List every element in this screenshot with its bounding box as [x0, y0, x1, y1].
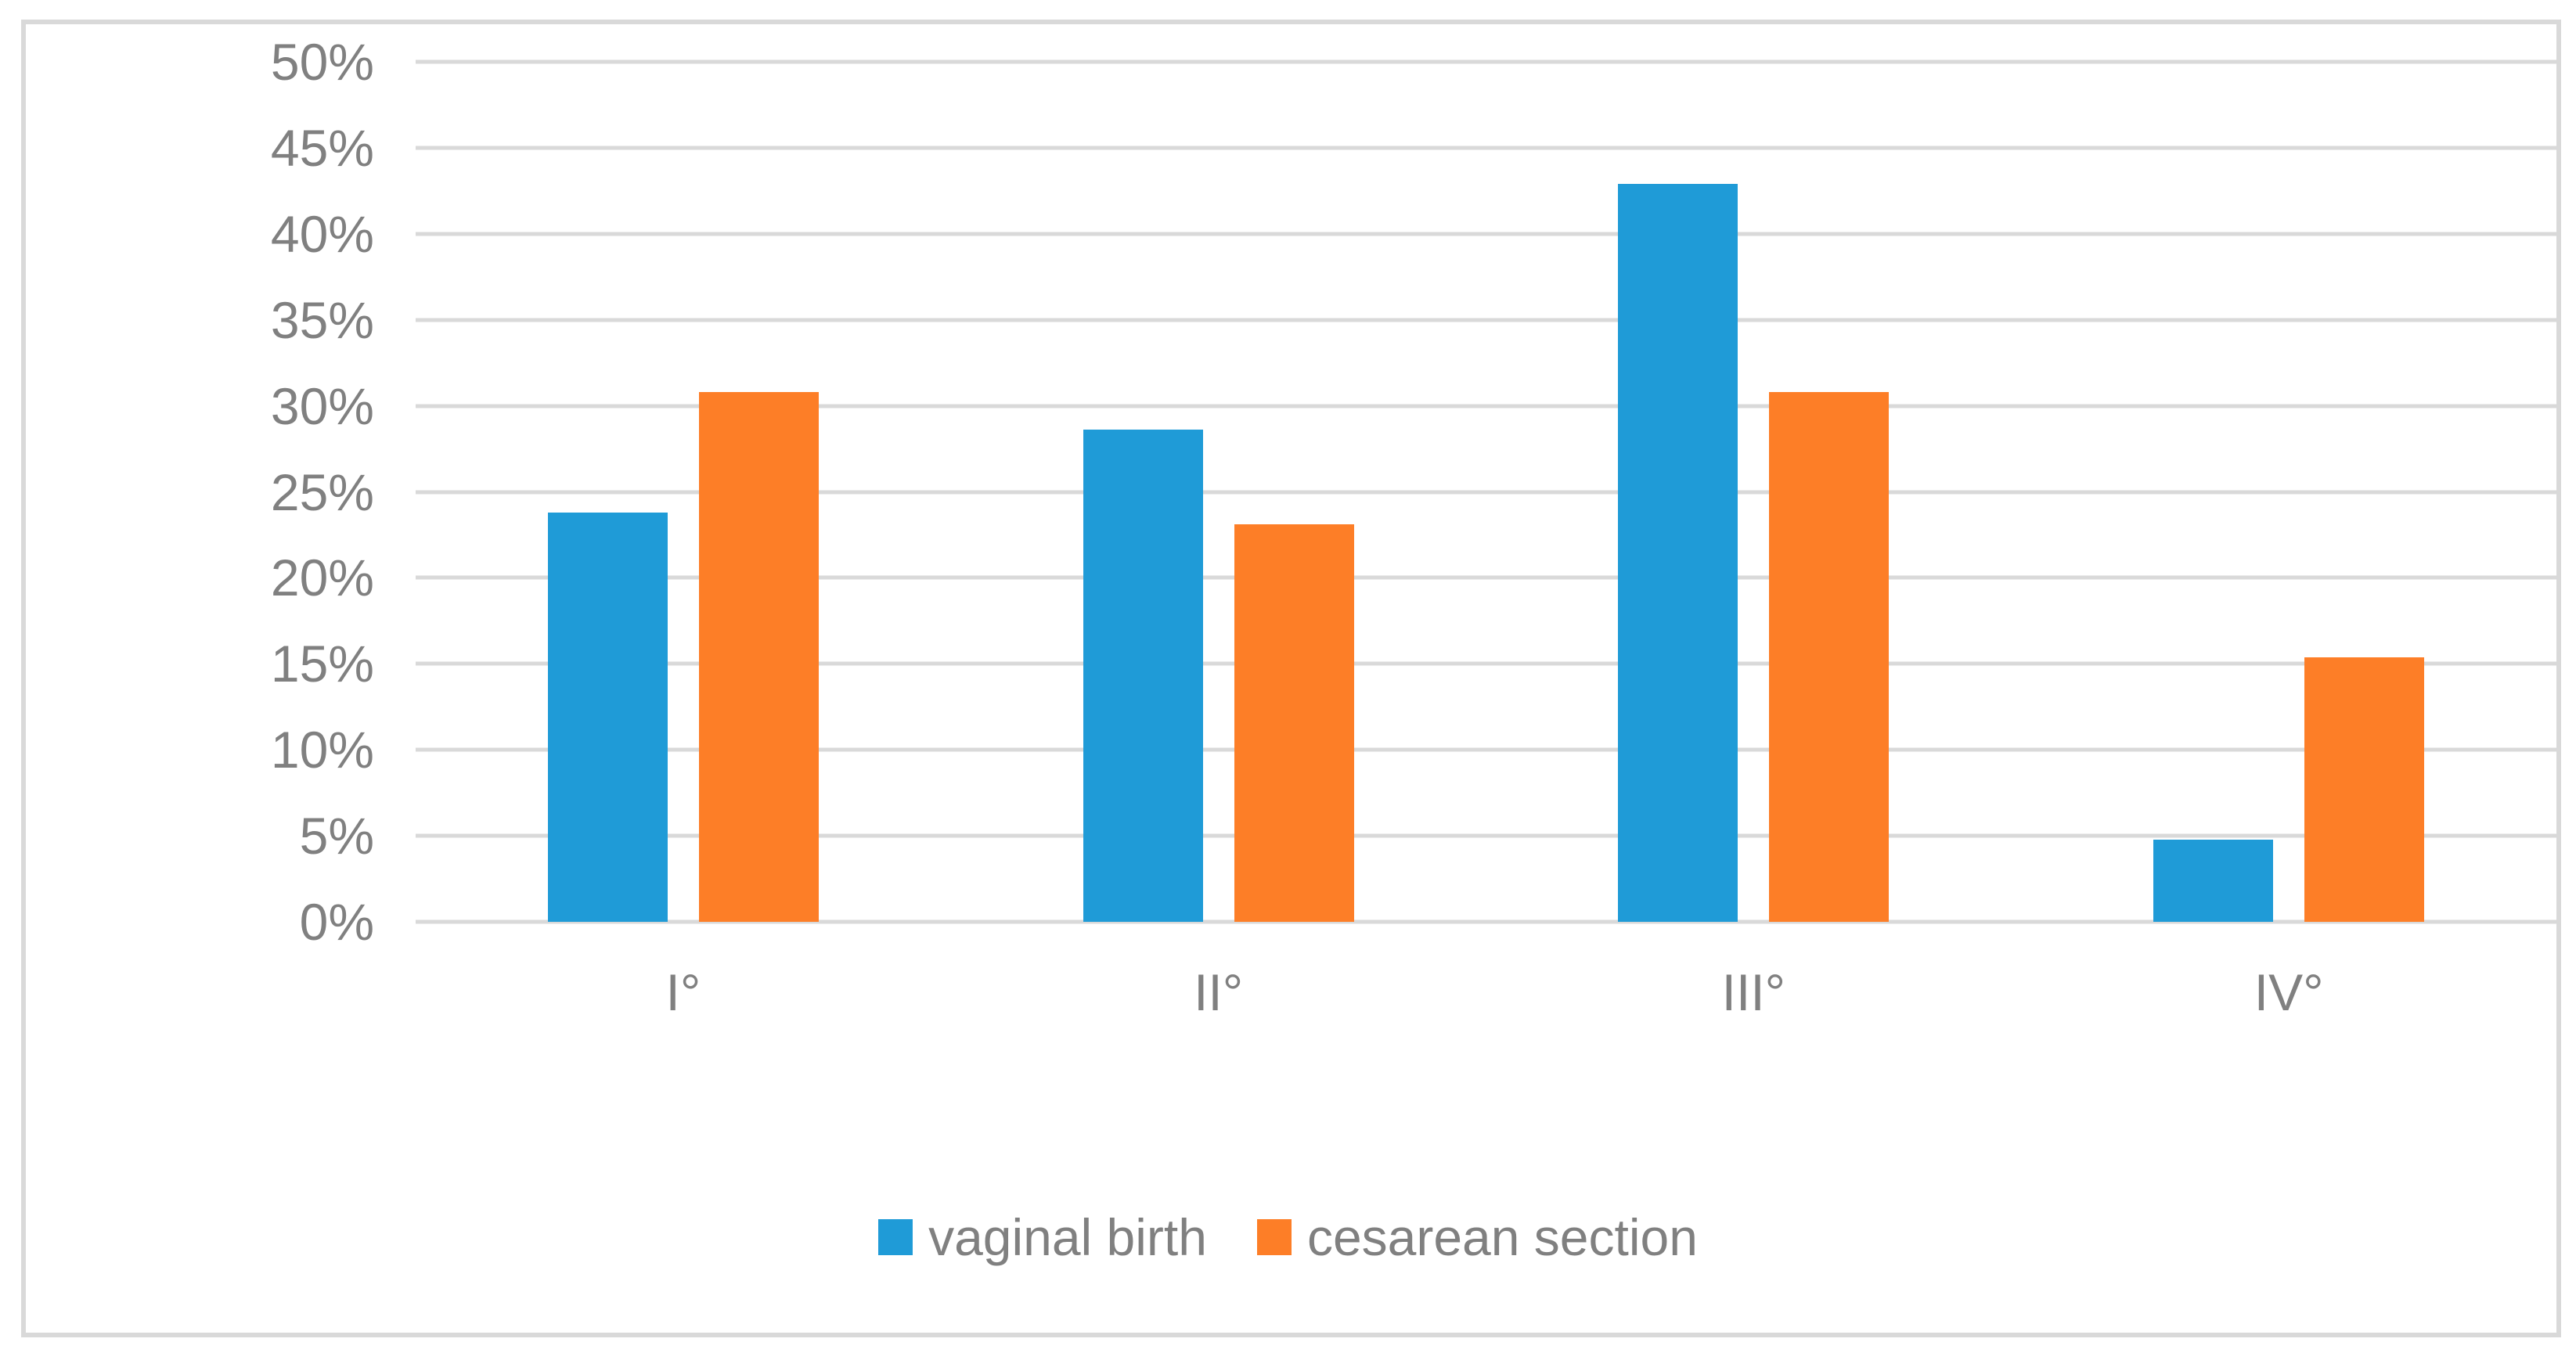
y-axis-tick-label: 30%	[270, 376, 374, 435]
gridline	[416, 661, 2556, 666]
legend-label: vaginal birth	[928, 1208, 1207, 1266]
bar-group-i	[416, 62, 951, 922]
legend-label: cesarean section	[1306, 1208, 1698, 1266]
y-axis-tick-label: 25%	[270, 462, 374, 521]
plot-area	[416, 59, 2556, 924]
category-label: III°	[1721, 963, 1786, 1021]
gridline	[416, 490, 2556, 494]
y-axis-tick-label: 45%	[270, 118, 374, 177]
legend-swatch-cesarean-section	[1256, 1219, 1292, 1255]
bar-cesarean-section	[1234, 524, 1354, 922]
bar-vaginal-birth	[1083, 430, 1203, 922]
bar-cesarean-section	[1769, 392, 1890, 922]
gridline	[416, 318, 2556, 322]
gridline	[416, 919, 2556, 924]
bar-cesarean-section	[698, 392, 819, 922]
y-axis-tick-label: 10%	[270, 721, 374, 779]
category-label: IV°	[2254, 963, 2324, 1021]
gridline	[416, 575, 2556, 580]
bar-vaginal-birth	[2153, 839, 2274, 922]
legend: vaginal birth cesarean section	[0, 1207, 2576, 1267]
category-label: I°	[665, 963, 701, 1021]
gridline	[416, 146, 2556, 150]
y-axis-tick-label: 40%	[270, 204, 374, 263]
gridline	[416, 833, 2556, 838]
y-axis-tick-label: 35%	[270, 290, 374, 349]
bar-group-iv	[2021, 62, 2556, 922]
bar-group-ii	[951, 62, 1486, 922]
y-axis-tick-label: 5%	[299, 807, 374, 865]
gridline	[416, 404, 2556, 408]
y-axis: 50% 45% 40% 35% 30% 25% 20% 15% 10% 5% 0%	[0, 36, 374, 948]
bar-group-iii	[1486, 62, 2022, 922]
y-axis-tick-label: 20%	[270, 549, 374, 607]
category-label: II°	[1194, 963, 1244, 1021]
legend-swatch-vaginal-birth	[878, 1219, 913, 1255]
gridline	[416, 232, 2556, 236]
bar-cesarean-section	[2304, 657, 2425, 922]
legend-item-cesarean-section: cesarean section	[1256, 1207, 1698, 1267]
bar-vaginal-birth	[547, 512, 668, 922]
y-axis-tick-label: 0%	[299, 893, 374, 951]
chart-border-frame	[21, 20, 2561, 1337]
bar-groups	[416, 62, 2556, 922]
x-axis: I° II° III° IV°	[416, 957, 2556, 1027]
y-axis-tick-label: 50%	[270, 33, 374, 91]
legend-item-vaginal-birth: vaginal birth	[878, 1207, 1207, 1267]
y-axis-tick-label: 15%	[270, 635, 374, 693]
gridline	[416, 59, 2556, 64]
gridline	[416, 747, 2556, 752]
bar-vaginal-birth	[1618, 184, 1738, 922]
